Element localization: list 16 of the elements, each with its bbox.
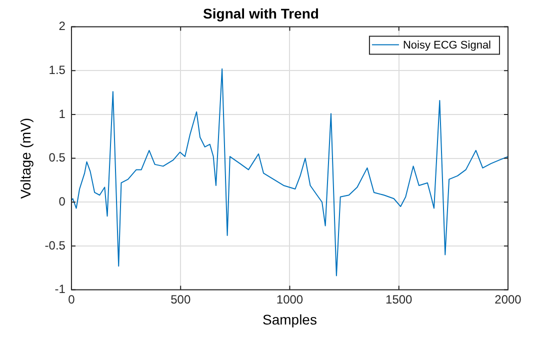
y-tick-label: 0 xyxy=(58,194,66,208)
y-tick-label: 1 xyxy=(58,106,66,121)
y-tick-label: 1.5 xyxy=(48,62,66,77)
x-tick-label: 1500 xyxy=(386,292,413,306)
y-tick-label: -0.5 xyxy=(44,238,66,252)
x-tick-label: 500 xyxy=(170,292,191,306)
y-tick-label: 2 xyxy=(58,19,66,34)
y-axis-title: Voltage (mV) xyxy=(17,118,34,199)
x-axis-title: Samples xyxy=(262,311,317,328)
x-tick-label: 1000 xyxy=(276,292,304,306)
x-tick-label: 0 xyxy=(68,292,76,306)
x-tick-label: 2000 xyxy=(494,292,522,306)
legend-label: Noisy ECG Signal xyxy=(402,39,492,52)
y-tick-label: 0.5 xyxy=(48,150,66,165)
chart-title: Signal with Trend xyxy=(203,5,319,22)
y-tick-label: -1 xyxy=(54,282,66,296)
